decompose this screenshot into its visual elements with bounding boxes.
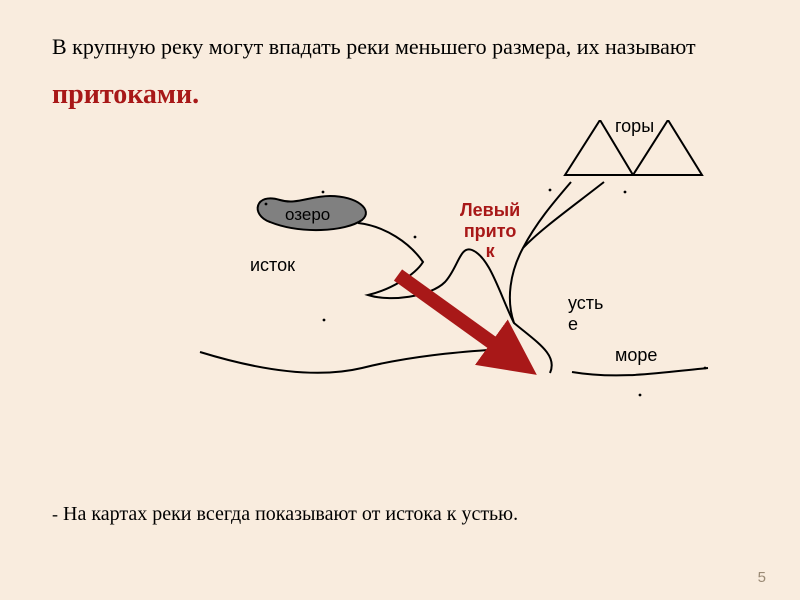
heading-before: В крупную реку могут впадать реки меньше… <box>52 34 696 59</box>
page-number: 5 <box>758 569 766 586</box>
heading-text: В крупную реку могут впадать реки меньше… <box>52 26 732 121</box>
label-source: исток <box>250 255 295 276</box>
river-path <box>358 223 552 373</box>
dot <box>639 394 642 397</box>
label-left-tributary: Левый прито к <box>460 200 520 262</box>
diagram-svg <box>110 120 730 460</box>
dot <box>323 319 326 322</box>
label-lake: озеро <box>285 205 330 225</box>
dot <box>265 203 268 206</box>
dot <box>624 191 627 194</box>
flow-arrow <box>398 275 505 352</box>
dot <box>524 369 527 372</box>
dot <box>549 189 552 192</box>
heading-highlight: притоками. <box>52 79 199 110</box>
coastline <box>200 350 488 373</box>
label-mouth: усть е <box>568 293 603 334</box>
dot <box>414 236 417 239</box>
river-diagram: горы озеро исток Левый прито к усть е мо… <box>110 120 730 460</box>
caption-body: На картах реки всегда показывают от исто… <box>58 503 518 525</box>
dot <box>704 367 707 370</box>
dot <box>322 191 325 194</box>
coastline <box>572 368 708 375</box>
label-mountains: горы <box>615 116 654 137</box>
caption-text: - На картах реки всегда показывают от ис… <box>52 503 752 526</box>
label-sea: море <box>615 345 657 366</box>
